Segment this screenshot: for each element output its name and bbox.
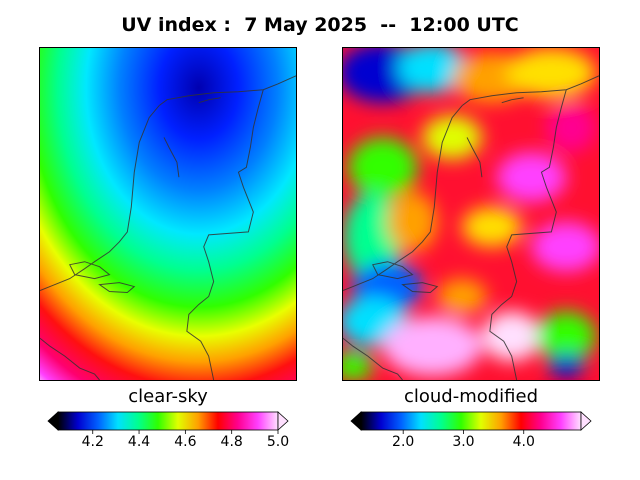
cloud-modified-colorbar-tick-label: 3.0 (452, 434, 475, 450)
cloud-modified-map (342, 47, 600, 381)
coastline (343, 75, 599, 380)
cloud-modified-colorbar-bar (360, 411, 582, 431)
cloud-modified-colorbar-svg (350, 411, 592, 434)
cloud-modified-colorbar-extend-max (580, 411, 592, 431)
cloud-modified-colorbar-tick-label: 2.0 (392, 434, 415, 450)
clear-sky-colorbar-tick-label: 4.2 (81, 434, 104, 450)
coastline (40, 75, 296, 380)
cloud-modified-colorbar (350, 411, 592, 434)
clear-sky-colorbar-svg (47, 411, 289, 434)
clear-sky-colorbar-extend-max (277, 411, 289, 431)
cloud-modified-colorbar-extend-min (350, 411, 362, 431)
cloud-modified-label: cloud-modified (403, 386, 539, 407)
clear-sky-map (39, 47, 297, 381)
map-title: UV index : 7 May 2025 -- 12:00 UTC (121, 14, 519, 36)
clear-sky-colorbar (47, 411, 289, 434)
clear-sky-colorbar-bar (57, 411, 279, 431)
clear-sky-colorbar-extend-min (47, 411, 59, 431)
clear-sky-label: clear-sky (128, 386, 208, 407)
cloud-modified-colorbar-ticks: 2.0 3.0 4.0 (351, 434, 591, 454)
uv-field (343, 48, 599, 380)
uv-field (40, 48, 296, 380)
clear-sky-colorbar-tick-label: 4.4 (127, 434, 151, 450)
clear-sky-colorbar-tick-label: 5.0 (266, 434, 290, 450)
clear-sky-colorbar-tick-label: 4.6 (174, 434, 197, 450)
cloud-modified-colorbar-tick-label: 4.0 (512, 434, 535, 450)
clear-sky-colorbar-tick-label: 4.8 (220, 434, 243, 450)
clear-sky-colorbar-ticks: 4.2 4.4 4.6 4.8 5.0 (48, 434, 290, 454)
